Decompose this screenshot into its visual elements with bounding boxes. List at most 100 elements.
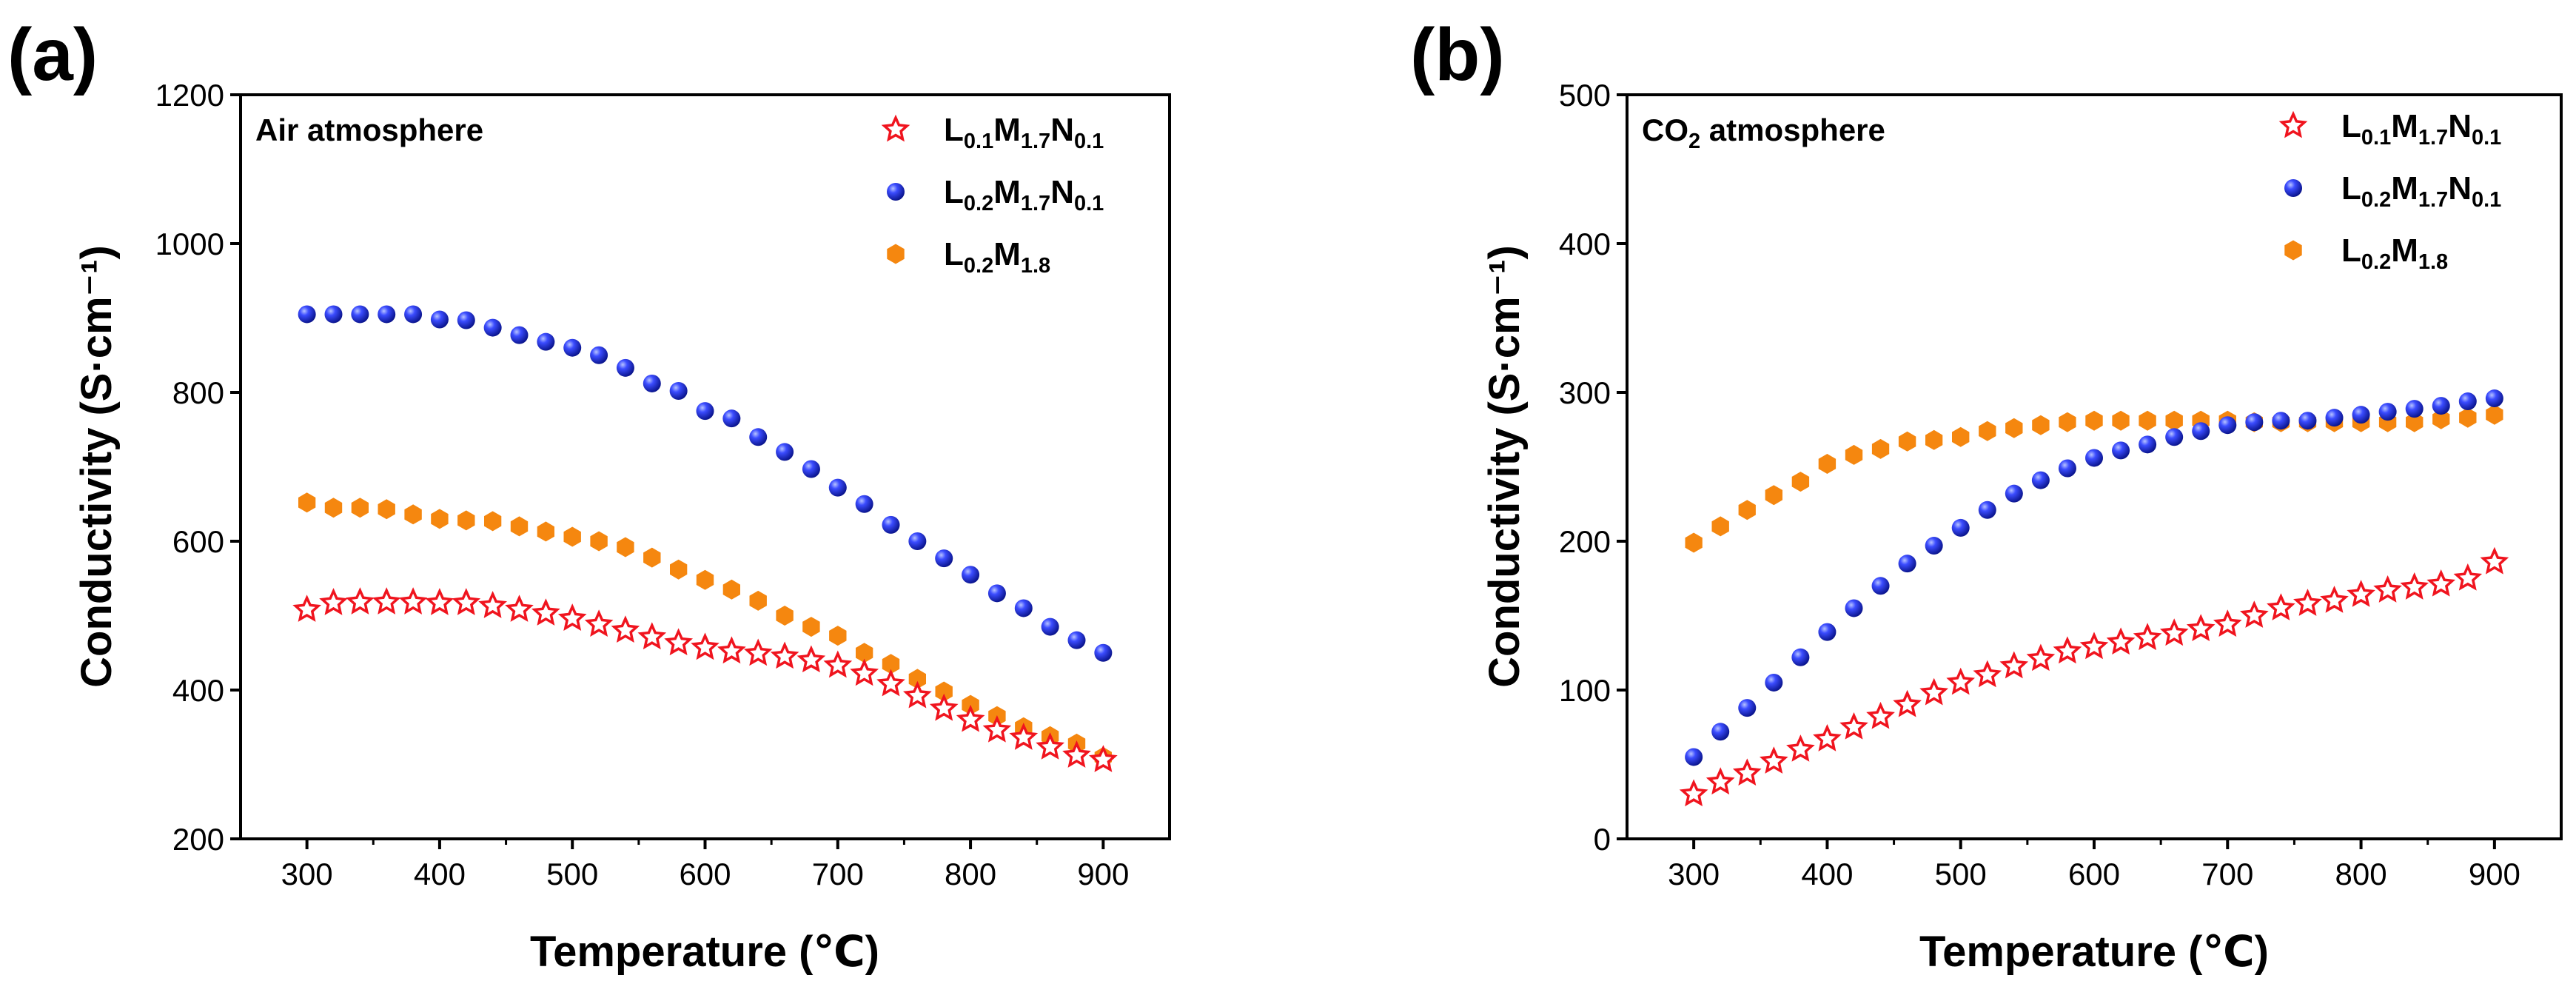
data-point-hexagon [2165,410,2183,431]
x-tick-label: 900 [2469,857,2520,891]
data-point-sphere [776,443,794,461]
data-point-hexagon [643,547,661,568]
data-point-star [2106,627,2136,655]
data-point-hexagon [351,498,369,518]
data-point-sphere [2245,413,2264,432]
data-point-sphere [882,515,900,534]
data-point-hexagon [1765,485,1782,506]
data-point-sphere [696,402,714,421]
data-point-star [425,588,455,615]
data-point-star [319,588,348,615]
data-point-star [902,680,932,709]
data-point-hexagon [617,537,634,558]
data-point-hexagon [670,559,688,580]
data-point-sphere [1685,748,1703,766]
data-point-sphere [1978,500,1996,519]
y-tick-label: 100 [1559,673,1611,708]
atmosphere-label-a: Air atmosphere [255,113,483,147]
data-point-hexagon [749,590,767,611]
data-point-hexagon [1685,532,1703,553]
data-point-star [2480,546,2509,575]
y-tick-label: 600 [172,524,224,559]
y-axis-a: 200 400 600 800 1000 1200 [155,78,241,857]
data-point-sphere [1014,599,1033,617]
x-tick-label: 300 [1668,857,1720,891]
legend-marker-hexagon [887,244,905,264]
data-point-sphere [2485,389,2503,408]
data-point-sphere [1738,699,1757,717]
legend-marker-star [881,114,910,142]
data-point-hexagon [590,531,608,552]
data-point-sphere [2405,400,2424,418]
y-tick-label: 1200 [155,78,224,113]
data-point-sphere [590,346,608,364]
data-point-star [1705,767,1735,795]
data-point-star [2453,563,2483,591]
x-tick-label: 400 [1801,857,1853,891]
y-tick-label: 500 [1559,78,1611,113]
data-point-star [876,669,905,697]
x-axis-b: 300 400 500 600 700 800 900 [1668,839,2520,891]
data-point-hexagon [457,510,475,531]
data-point-star [664,628,694,656]
y-tick-label: 400 [172,673,224,708]
data-point-sphere [404,305,423,324]
data-point-star [1973,660,2002,688]
data-point-hexagon [802,617,820,637]
data-point-sphere [2112,441,2130,460]
data-point-sphere [1791,648,1810,666]
data-point-star [743,638,773,666]
x-tick-label: 700 [812,857,864,891]
data-point-hexagon [378,499,395,520]
data-point-hexagon [404,504,422,525]
data-point-hexagon [2112,410,2130,431]
data-point-sphere [1067,631,1086,649]
data-point-sphere [2085,449,2103,467]
data-point-sphere [2005,484,2023,503]
x-tick-label: 700 [2201,857,2253,891]
data-point-hexagon [1952,426,1970,447]
legend-label: L0.1M1.7N0.1 [2341,108,2501,150]
data-point-hexagon [1871,438,1890,459]
data-point-star [1679,779,1708,807]
data-point-sphere [1898,555,1916,573]
data-point-star [1759,746,1788,774]
data-point-sphere [1845,599,1863,617]
data-point-sphere [987,584,1006,603]
data-point-star [2186,614,2216,641]
legend-label: L0.2M1.7N0.1 [2341,170,2501,212]
data-point-hexagon [935,681,953,702]
data-point-star [2079,632,2109,660]
data-point-sphere [2139,435,2157,454]
data-point-sphere [510,326,529,344]
data-point-sphere [351,305,369,324]
data-point-hexagon [722,579,740,600]
data-point-hexagon [776,606,794,626]
data-point-sphere [2298,412,2317,430]
data-point-hexagon [1845,444,1863,465]
series-sphere [298,305,1113,662]
legend-marker-sphere [2284,179,2302,197]
series-hexagon [1685,404,2503,553]
data-point-star [1036,732,1065,760]
data-point-sphere [298,305,316,324]
data-point-sphere [324,305,343,324]
data-point-sphere [457,311,475,329]
data-point-sphere [1094,643,1113,662]
data-point-sphere [1818,623,1837,641]
data-point-hexagon [2406,412,2424,432]
data-point-sphere [2165,428,2184,446]
data-point-hexagon [856,643,873,663]
data-point-hexagon [2486,404,2503,425]
data-point-sphere [2432,397,2450,415]
data-point-hexagon [2005,418,2023,438]
panel-b-chart: (b) 0 100 200 300 400 500 300 400 500 600 700 800 9… [1410,13,2563,976]
x-tick-label: 600 [2068,857,2120,891]
legend-label: L0.1M1.7N0.1 [944,112,1104,153]
y-axis-title-b: Conductivity (S·cm⁻¹) [1480,245,1529,688]
data-point-star [717,636,746,664]
data-point-sphere [2378,403,2397,421]
data-point-hexagon [298,492,316,513]
data-point-star [1946,667,1976,695]
data-point-hexagon [2085,410,2103,431]
